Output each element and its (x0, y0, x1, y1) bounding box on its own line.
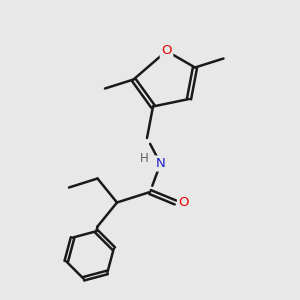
Text: H: H (140, 152, 148, 166)
Text: O: O (178, 196, 189, 209)
Text: N: N (156, 157, 165, 170)
Text: O: O (161, 44, 172, 58)
